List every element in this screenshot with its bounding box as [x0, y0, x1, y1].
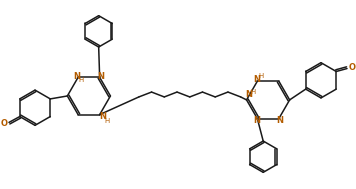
Text: H: H [251, 89, 256, 95]
Text: N: N [245, 91, 252, 99]
Text: O: O [349, 63, 355, 72]
Text: O: O [1, 119, 7, 128]
Text: N: N [99, 112, 106, 121]
Text: H: H [258, 73, 264, 79]
Text: N: N [276, 116, 283, 125]
Text: H: H [105, 118, 110, 123]
Text: N: N [97, 72, 104, 81]
Text: N: N [74, 72, 80, 81]
Text: H: H [78, 77, 84, 83]
Text: N: N [253, 75, 260, 84]
Text: N: N [253, 116, 260, 125]
